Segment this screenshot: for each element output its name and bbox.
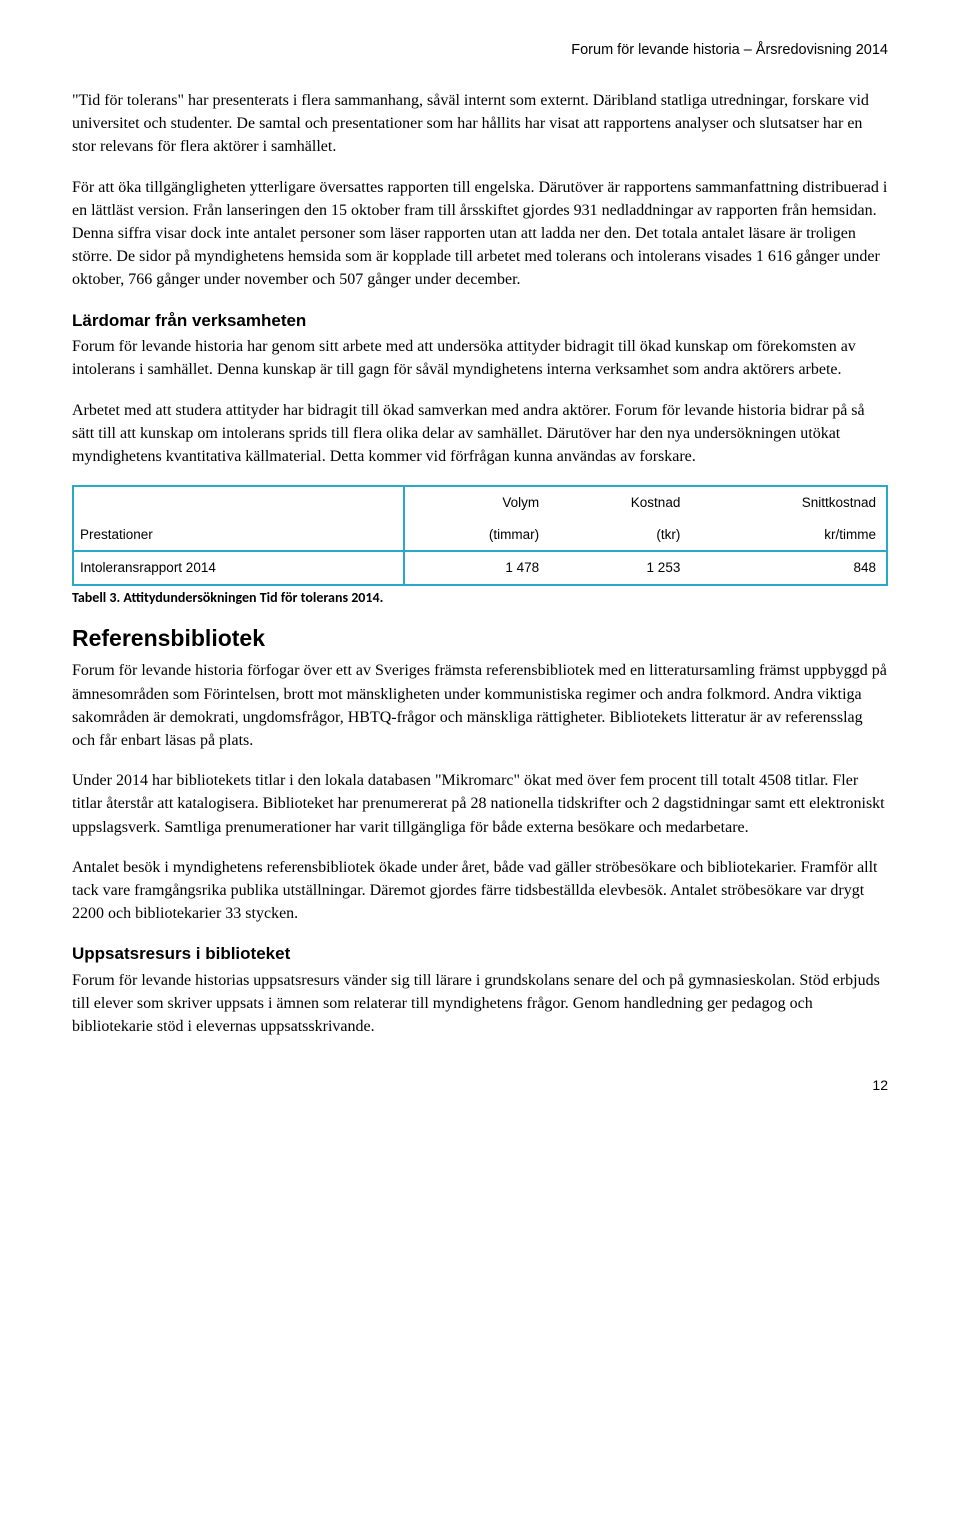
body-paragraph: För att öka tillgängligheten ytterligare… <box>72 176 888 292</box>
table-cell: 1 253 <box>549 551 690 585</box>
table-header-cell: (timmar) <box>404 519 549 552</box>
page-header: Forum för levande historia – Årsredovisn… <box>72 40 888 61</box>
table-caption: Tabell 3. Attitydundersökningen Tid för … <box>72 588 888 608</box>
table-header-cell: kr/timme <box>690 519 887 552</box>
body-paragraph: Forum för levande historias uppsatsresur… <box>72 969 888 1039</box>
body-paragraph: Forum för levande historia har genom sit… <box>72 335 888 381</box>
page-number: 12 <box>72 1075 888 1095</box>
section-heading-referensbibliotek: Referensbibliotek <box>72 622 888 655</box>
table-header-cell <box>73 486 404 519</box>
table-cell: Intoleransrapport 2014 <box>73 551 404 585</box>
table-header-cell: Kostnad <box>549 486 690 519</box>
table-cell: 1 478 <box>404 551 549 585</box>
section-heading-lardomar: Lärdomar från verksamheten <box>72 309 888 334</box>
table-header-cell: Prestationer <box>73 519 404 552</box>
body-paragraph: Antalet besök i myndighetens referensbib… <box>72 856 888 926</box>
table-header-cell: (tkr) <box>549 519 690 552</box>
table-cell: 848 <box>690 551 887 585</box>
section-heading-uppsatsresurs: Uppsatsresurs i biblioteket <box>72 942 888 967</box>
table-header-cell: Snittkostnad <box>690 486 887 519</box>
body-paragraph: Forum för levande historia förfogar över… <box>72 659 888 752</box>
table-row: Intoleransrapport 2014 1 478 1 253 848 <box>73 551 887 585</box>
body-paragraph: Under 2014 har bibliotekets titlar i den… <box>72 769 888 839</box>
table-header-cell: Volym <box>404 486 549 519</box>
body-paragraph: Arbetet med att studera attityder har bi… <box>72 399 888 469</box>
body-paragraph: "Tid för tolerans" har presenterats i fl… <box>72 89 888 159</box>
prestationer-table: Volym Kostnad Snittkostnad Prestationer … <box>72 485 888 586</box>
